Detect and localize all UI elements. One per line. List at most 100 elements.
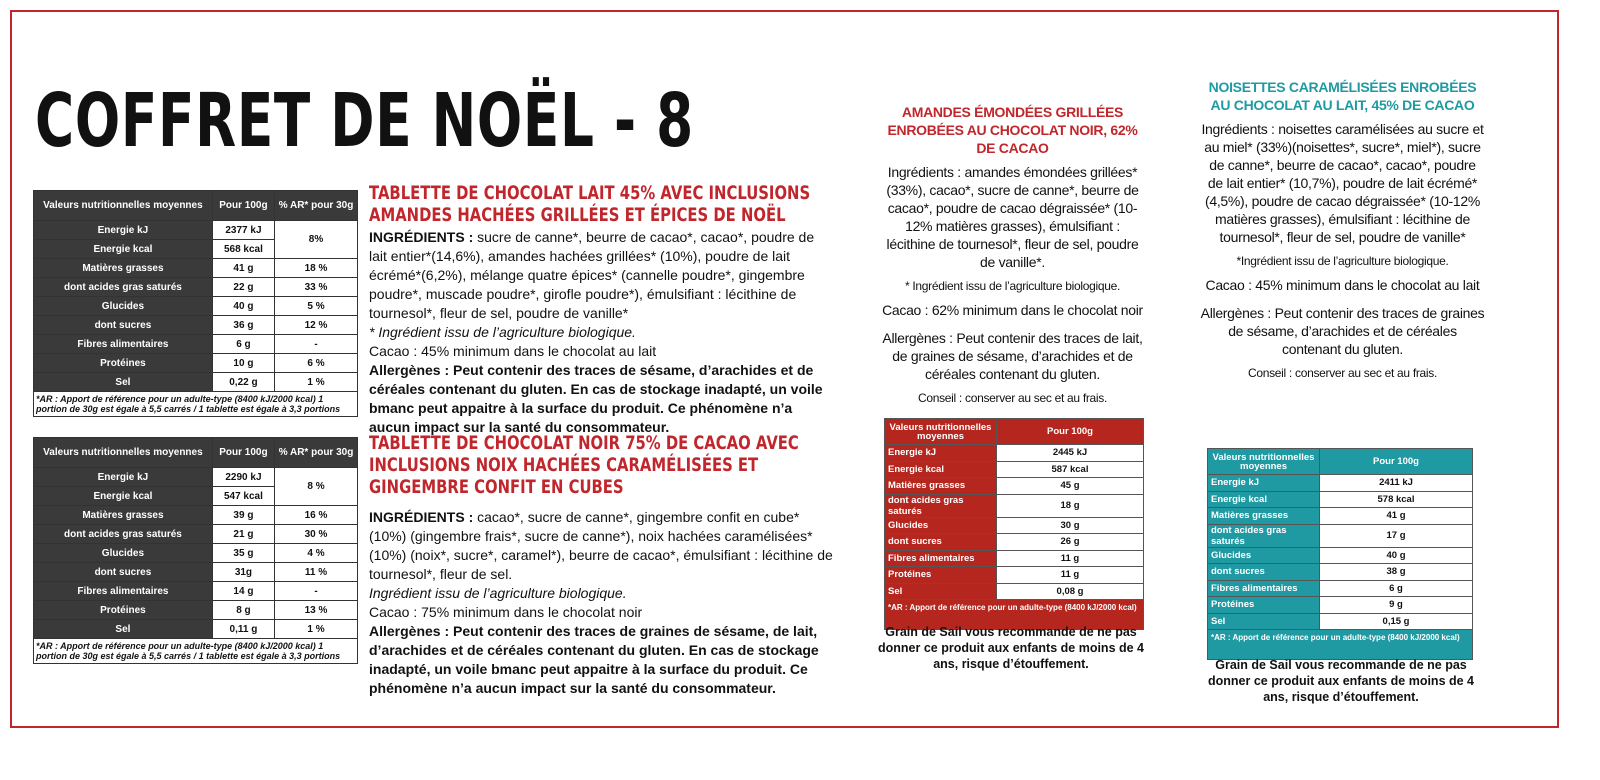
- table-cell: Energie kcal: [1207, 490, 1320, 508]
- table-cell: dont acides gras saturés: [33, 524, 213, 544]
- table-row: Matières grasses 39 g 16 %: [33, 505, 358, 525]
- table-row: dont sucres 31g 11 %: [33, 562, 358, 582]
- table-cell: 11 %: [274, 562, 358, 582]
- table-cell: 39 g: [211, 505, 276, 525]
- table-row: Energie kJ 2445 kJ: [884, 444, 1144, 462]
- table-cell: dont acides gras saturés: [1207, 523, 1320, 548]
- table-cell: 1 %: [274, 372, 358, 392]
- table-cell: Glucides: [884, 516, 997, 534]
- table-cell: 30 %: [274, 524, 358, 544]
- table-cell: 40 g: [211, 296, 276, 316]
- page-title: COFFRET DE NOËL - 8: [35, 78, 694, 164]
- table-cell: Energie kJ: [33, 467, 213, 487]
- table-cell: Pour 100g: [211, 190, 276, 221]
- table-cell: dont sucres: [33, 562, 213, 582]
- nutrition-table-milk-bar: Valeurs nutritionnelles moyennes Pour 100…: [33, 190, 358, 417]
- table-cell: dont acides gras saturés: [884, 493, 997, 518]
- table-cell: 18 g: [996, 493, 1144, 518]
- table-row: Energie kJ 2411 kJ: [1207, 474, 1473, 492]
- table-cell: Pour 100g: [211, 437, 276, 468]
- table-cell: 45 g: [996, 477, 1144, 495]
- table-cell: Sel: [1207, 612, 1320, 630]
- table-cell: 8%: [274, 220, 358, 259]
- table-cell: Fibres alimentaires: [33, 581, 213, 601]
- table-row: Fibres alimentaires 11 g: [884, 549, 1144, 567]
- table-cell: dont sucres: [884, 533, 997, 551]
- choking-warning: Grain de Sail vous recommande de ne pas …: [877, 625, 1144, 671]
- table-cell: Energie kJ: [884, 444, 997, 462]
- table-row: Matières grasses 41 g: [1207, 507, 1473, 525]
- table-cell: Fibres alimentaires: [1207, 579, 1320, 597]
- table-header-row: Valeurs nutritionnelles moyennes Pour 100…: [884, 418, 1144, 445]
- table-cell: Energie kcal: [33, 239, 213, 259]
- table-cell: -: [274, 334, 358, 354]
- nutrition-table-hazelnuts: Valeurs nutritionnelles moyennes Pour 100…: [1207, 448, 1473, 660]
- table-row: dont acides gras saturés 21 g 30 %: [33, 524, 358, 544]
- table-cell: 6 g: [211, 334, 276, 354]
- product-title: AMANDES ÉMONDÉES GRILLÉES ENROBÉES AU CH…: [887, 104, 1138, 156]
- table-header-row: Valeurs nutritionnelles moyennes Pour 100…: [33, 437, 358, 468]
- table-cell: 18 %: [274, 258, 358, 278]
- allergens: Allergènes : Peut contenir des traces de…: [369, 623, 819, 696]
- nutrition-table-dark-bar: Valeurs nutritionnelles moyennes Pour 100…: [33, 437, 358, 664]
- table-cell: 0,22 g: [211, 372, 276, 392]
- ingredients: INGRÉDIENTS : cacao*, sucre de canne*, g…: [369, 509, 833, 582]
- table-cell: dont sucres: [1207, 563, 1320, 581]
- table-cell: Fibres alimentaires: [884, 549, 997, 567]
- cacao-content: Cacao : 62% minimum dans le chocolat noi…: [882, 302, 1143, 318]
- nutrition-table-almonds: Valeurs nutritionnelles moyennes Pour 100…: [884, 418, 1144, 630]
- table-cell: Protéines: [33, 600, 213, 620]
- product-title: NOISETTES CARAMÉLISÉES ENROBÉES AU CHOCO…: [1208, 79, 1477, 113]
- table-footnote-row: *AR : Apport de référence pour un adulte…: [33, 391, 358, 417]
- ingredients: Ingrédients : amandes émondées grillées*…: [886, 164, 1139, 270]
- table-row: Matières grasses 41 g 18 %: [33, 258, 358, 278]
- ingredients: Ingrédients : noisettes caramélisées au …: [1201, 121, 1484, 245]
- table-cell: 22 g: [211, 277, 276, 297]
- page-frame: [10, 10, 1559, 728]
- table-cell: 547 kcal: [211, 486, 276, 506]
- table-row: Protéines 11 g: [884, 566, 1144, 584]
- table-cell: 26 g: [996, 533, 1144, 551]
- allergens: Allergènes : Peut contenir des traces de…: [1200, 305, 1485, 357]
- table-cell: *AR : Apport de référence pour un adulte…: [884, 599, 1144, 630]
- table-cell: 35 g: [211, 543, 276, 563]
- table-cell: -: [274, 581, 358, 601]
- table-cell: Valeurs nutritionnelles moyennes: [33, 437, 213, 468]
- table-cell: 36 g: [211, 315, 276, 335]
- storage-advice: Conseil : conserver au sec et au frais.: [917, 391, 1108, 405]
- table-cell: 8 g: [211, 600, 276, 620]
- table-row: Fibres alimentaires 6 g: [1207, 579, 1473, 597]
- table-row: Fibres alimentaires 14 g-: [33, 581, 358, 601]
- table-cell: 5 %: [274, 296, 358, 316]
- ingredients: INGRÉDIENTS : sucre de canne*, beurre de…: [369, 229, 815, 321]
- table-cell: 0,11 g: [211, 619, 276, 639]
- table-header-row: Valeurs nutritionnelles moyennes Pour 100…: [33, 190, 358, 221]
- table-cell: Fibres alimentaires: [33, 334, 213, 354]
- table-row: Fibres alimentaires 6 g-: [33, 334, 358, 354]
- table-cell: *AR : Apport de référence pour un adulte…: [33, 638, 358, 664]
- table-cell: Sel: [33, 372, 213, 392]
- product-title: TABLETTE DE CHOCOLAT NOIR 75% DE CACAO A…: [369, 432, 799, 498]
- table-cell: Glucides: [1207, 546, 1320, 564]
- table-row: dont sucres 26 g: [884, 533, 1144, 551]
- table-cell: 21 g: [211, 524, 276, 544]
- table-row: Protéines 8 g 13 %: [33, 600, 358, 620]
- storage-advice: Conseil : conserver au sec et au frais.: [1247, 366, 1438, 380]
- table-cell: Valeurs nutritionnelles moyennes: [1207, 448, 1320, 475]
- table-row: dont acides gras saturés 17 g: [1207, 523, 1473, 548]
- table-cell: 31g: [211, 562, 276, 582]
- allergens: Allergènes : Peut contenir des traces de…: [369, 362, 823, 435]
- table-row: Protéines 9 g: [1207, 596, 1473, 614]
- product-title: TABLETTE DE CHOCOLAT LAIT 45% AVEC INCLU…: [369, 182, 811, 226]
- table-row: Sel 0,08 g: [884, 582, 1144, 600]
- table-cell: 13 %: [274, 600, 358, 620]
- cacao-content: Cacao : 45% minimum dans le chocolat au …: [1205, 277, 1480, 293]
- table-cell: 587 kcal: [996, 460, 1144, 478]
- table-cell: 0,15 g: [1319, 612, 1473, 630]
- table-cell: 6 %: [274, 353, 358, 373]
- table-cell: 568 kcal: [211, 239, 276, 259]
